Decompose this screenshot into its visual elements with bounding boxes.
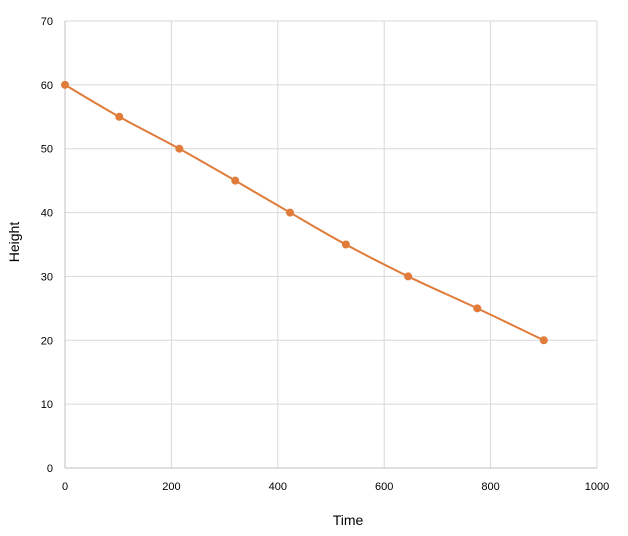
y-axis-title: Height — [6, 222, 22, 263]
y-tick-label: 30 — [41, 271, 53, 283]
data-point — [341, 240, 350, 249]
tick-labels: 0 10 20 30 40 50 60 70 0 200 400 600 800 1000 — [41, 16, 609, 493]
x-tick-label: 0 — [62, 481, 68, 493]
x-axis-title: Time — [333, 512, 364, 528]
y-tick-label: 60 — [41, 80, 53, 92]
data-point — [539, 336, 548, 345]
x-tick-label: 600 — [375, 481, 393, 493]
data-point — [473, 304, 482, 313]
y-tick-label: 0 — [47, 463, 53, 475]
data-point — [286, 208, 295, 217]
y-tick-label: 70 — [41, 16, 53, 28]
gridlines — [65, 20, 598, 468]
data-point — [231, 176, 240, 185]
y-tick-label: 10 — [41, 399, 53, 411]
data-point — [61, 80, 69, 89]
y-tick-label: 50 — [41, 144, 53, 156]
y-tick-label: 40 — [41, 208, 53, 220]
data-point — [115, 112, 124, 121]
axes — [64, 21, 597, 469]
data-point — [404, 272, 413, 281]
x-tick-label: 400 — [269, 481, 287, 493]
data-series — [61, 80, 548, 345]
x-tick-label: 800 — [481, 481, 499, 493]
x-tick-label: 1000 — [585, 481, 609, 493]
x-tick-label: 200 — [162, 481, 180, 493]
data-point — [175, 144, 184, 153]
y-tick-label: 20 — [41, 335, 53, 347]
